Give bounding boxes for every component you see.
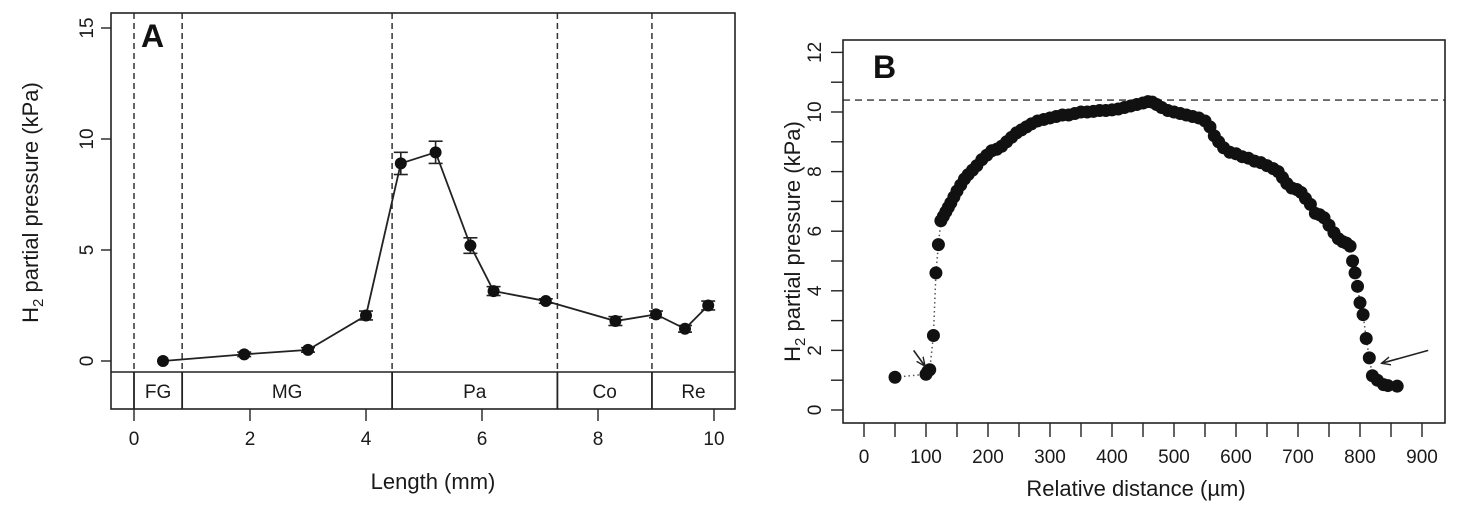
connector-line bbox=[894, 100, 1398, 387]
data-point bbox=[1356, 308, 1370, 322]
y-tick-label: 0 bbox=[77, 356, 98, 367]
x-axis-a: 0 2 4 6 8 10 bbox=[129, 409, 725, 450]
region-boundary-lines bbox=[133, 13, 653, 372]
x-tick-label: 0 bbox=[859, 447, 870, 468]
y-label-h: H bbox=[18, 307, 43, 323]
data-point bbox=[926, 329, 940, 342]
y-tick-label: 15 bbox=[77, 17, 98, 38]
x-tick-label: 500 bbox=[1158, 447, 1190, 468]
x-tick-label: 4 bbox=[361, 429, 372, 450]
region-label-re: Re bbox=[681, 382, 705, 403]
data-point bbox=[429, 146, 442, 159]
region-band-separators bbox=[133, 372, 653, 409]
data-point bbox=[157, 355, 169, 367]
x-tick-label: 0 bbox=[129, 429, 140, 450]
y-axis-b: 0 2 4 6 8 10 12 bbox=[805, 42, 843, 415]
region-labels: FG MG Pa Co Re bbox=[145, 382, 706, 403]
data-point bbox=[1353, 296, 1367, 310]
series-line bbox=[162, 151, 709, 362]
region-label-co: Co bbox=[593, 382, 617, 403]
data-point bbox=[302, 343, 314, 356]
y-label-rest: partial pressure (kPa) bbox=[18, 82, 43, 298]
connector-dots bbox=[894, 100, 1398, 387]
data-point bbox=[539, 295, 552, 308]
x-axis-label-a: Length (mm) bbox=[371, 469, 496, 494]
x-tick-label: 300 bbox=[1034, 447, 1066, 468]
y-label-rest: partial pressure (kPa) bbox=[780, 121, 805, 337]
data-point bbox=[394, 157, 407, 170]
y-tick-label: 2 bbox=[805, 345, 826, 356]
y-label-h: H bbox=[780, 346, 805, 362]
data-point bbox=[1390, 379, 1404, 393]
data-point bbox=[464, 239, 477, 252]
data-point bbox=[931, 238, 945, 252]
data-point bbox=[1348, 266, 1362, 280]
y-tick-label: 12 bbox=[805, 42, 826, 63]
panel-label-b: B bbox=[873, 49, 896, 85]
y-tick-label: 10 bbox=[805, 101, 826, 122]
x-tick-label: 6 bbox=[477, 429, 488, 450]
plot-frame-a bbox=[110, 12, 736, 410]
panel-b: 0 2 4 6 8 10 12 0 100 200 300 400 500 600 700 800 900 B… bbox=[780, 39, 1446, 501]
y-axis-label-b: H2 partial pressure (kPa) bbox=[780, 121, 809, 362]
data-point bbox=[888, 370, 902, 384]
series-b bbox=[888, 95, 1404, 393]
y-tick-label: 8 bbox=[805, 166, 826, 177]
data-point bbox=[238, 348, 251, 361]
arrow bbox=[1382, 349, 1429, 363]
data-point bbox=[929, 266, 943, 280]
region-label-fg: FG bbox=[145, 382, 171, 403]
x-tick-label: 900 bbox=[1406, 447, 1438, 468]
region-label-pa: Pa bbox=[463, 382, 487, 403]
data-point bbox=[923, 363, 937, 377]
x-tick-label: 100 bbox=[910, 447, 942, 468]
x-tick-label: 2 bbox=[245, 429, 256, 450]
data-point bbox=[609, 315, 622, 328]
region-label-mg: MG bbox=[272, 382, 303, 403]
y-tick-label: 0 bbox=[805, 405, 826, 416]
data-point bbox=[1351, 279, 1365, 293]
panel-label-a: A bbox=[141, 18, 164, 54]
y-axis-a: 0 5 10 15 bbox=[77, 17, 111, 366]
series-a bbox=[157, 140, 716, 367]
y-axis-label-a: H2 partial pressure (kPa) bbox=[18, 82, 47, 323]
y-tick-label: 5 bbox=[77, 245, 98, 256]
x-tick-label: 600 bbox=[1220, 447, 1252, 468]
data-point bbox=[1343, 239, 1357, 253]
arrow bbox=[912, 349, 926, 366]
data-point bbox=[702, 299, 715, 312]
y-tick-label: 4 bbox=[805, 285, 826, 296]
x-tick-label: 200 bbox=[972, 447, 1004, 468]
data-point bbox=[360, 309, 372, 322]
y-label-subscript: 2 bbox=[30, 299, 47, 307]
data-point bbox=[1362, 351, 1376, 365]
x-tick-label: 10 bbox=[703, 429, 724, 450]
y-label-subscript: 2 bbox=[792, 338, 809, 346]
data-point bbox=[679, 322, 691, 335]
data-point bbox=[487, 285, 500, 298]
data-point bbox=[650, 308, 662, 321]
y-tick-label: 10 bbox=[77, 128, 98, 149]
x-axis-b: 0 100 200 300 400 500 600 700 800 900 bbox=[859, 423, 1438, 468]
annotation-arrows bbox=[912, 349, 1429, 366]
x-tick-label: 800 bbox=[1344, 447, 1376, 468]
y-tick-label: 6 bbox=[805, 226, 826, 237]
x-axis-label-b: Relative distance (µm) bbox=[1026, 476, 1245, 501]
x-tick-label: 400 bbox=[1096, 447, 1128, 468]
x-tick-label: 8 bbox=[593, 429, 604, 450]
data-point bbox=[1346, 254, 1360, 268]
data-point bbox=[1381, 379, 1395, 393]
x-tick-label: 700 bbox=[1282, 447, 1314, 468]
data-point bbox=[1359, 331, 1373, 345]
